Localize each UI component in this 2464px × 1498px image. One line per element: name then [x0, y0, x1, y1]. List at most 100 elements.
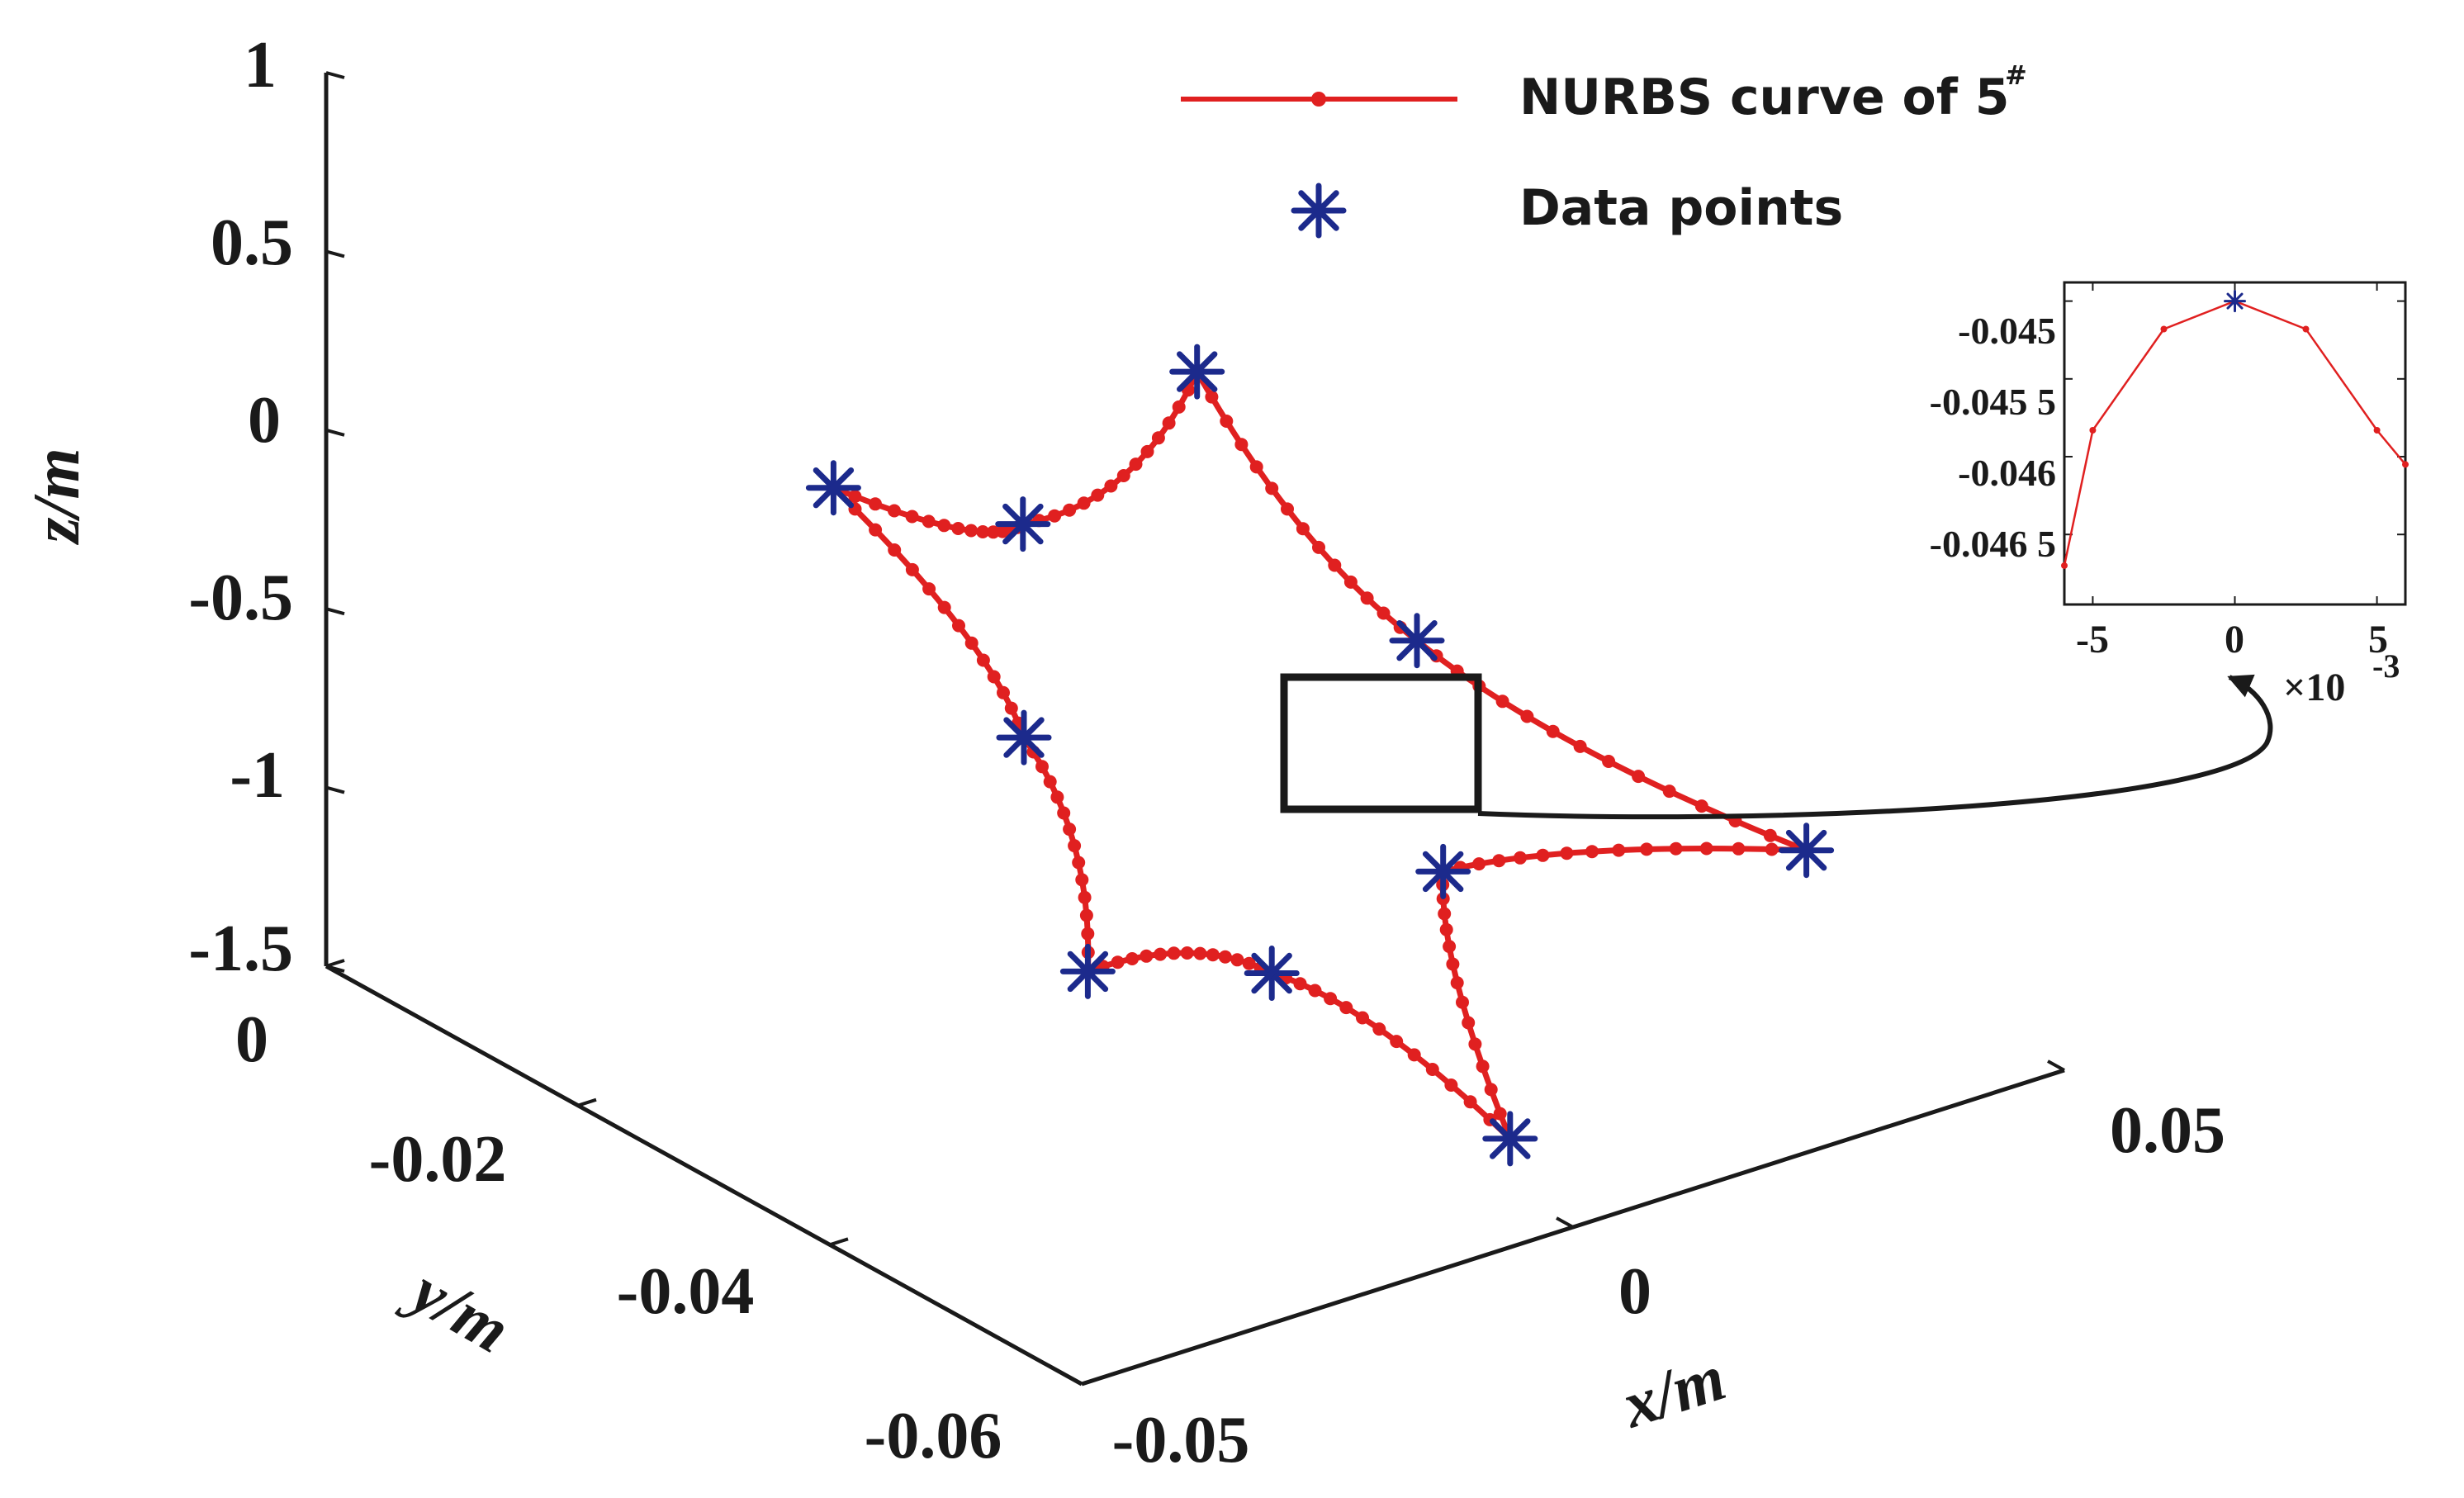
curve-sample-dot [1293, 977, 1307, 991]
curve-sample-dot [1468, 1037, 1482, 1051]
curve-sample-dot [1699, 841, 1713, 856]
inset-x-tick-label: 0 [2225, 618, 2244, 661]
z-tick [325, 965, 345, 973]
curve-sample-dot [1125, 952, 1140, 965]
curve-sample-dot [1050, 790, 1064, 804]
curve-sample-dot [1265, 481, 1279, 495]
curve-sample-dot [869, 497, 882, 511]
curve-sample-dot [1694, 799, 1708, 813]
inset-curve-sample-dot [2373, 427, 2381, 434]
curve-sample-dot [997, 685, 1010, 699]
curve-sample-dot [1308, 984, 1322, 998]
curve-sample-dot [1129, 457, 1143, 472]
curve-sample-dot [1612, 843, 1626, 857]
curve-sample-dot [1057, 806, 1071, 820]
curve-sample-dot [1230, 953, 1244, 967]
curve-sample-dot [1072, 856, 1086, 870]
inset-x-multiplier: ×10 [2283, 666, 2345, 709]
y-tick-labels: 0 -0.02 -0.04 -0.06 [235, 1003, 1002, 1472]
axes-3d [324, 73, 2065, 1387]
inset-y-tick-label: -0.045 5 [1930, 381, 2056, 423]
curve-sample-dot [1140, 949, 1154, 963]
data-point-asterisk [1169, 344, 1225, 400]
curve-sample-dot [1484, 1083, 1498, 1097]
curve-sample-dot [1343, 575, 1358, 589]
curve-sample-dot [1640, 842, 1654, 856]
curve-sample-dot [1450, 976, 1464, 990]
z-tick [325, 71, 345, 79]
curve-sample-dot [964, 636, 978, 650]
curve-sample-dot [888, 504, 901, 518]
curve-sample-dot [1493, 1107, 1507, 1121]
x-axis-title: x/m [1613, 1341, 1734, 1442]
data-points [805, 344, 1835, 1167]
z-tick [325, 249, 345, 258]
x-tick-label: 0 [1618, 1255, 1651, 1328]
data-point-asterisk [1389, 613, 1445, 669]
curve-sample-dot [1091, 488, 1105, 502]
curve-sample-dot [1081, 927, 1095, 941]
curve-sample-dot [1162, 416, 1176, 430]
inset-curve-sample-dot [2160, 325, 2168, 333]
data-point-asterisk [1244, 946, 1300, 1001]
curve-sample-dot [1328, 558, 1342, 572]
curve-sample-dot [1249, 460, 1263, 474]
curve-sample-dot [937, 600, 951, 614]
y-tick-label: -0.04 [617, 1255, 755, 1328]
data-point-asterisk [1415, 843, 1471, 899]
y-tick [1081, 1377, 1101, 1386]
curve-sample-dot [1242, 956, 1256, 970]
inset-frame [2063, 281, 2407, 606]
curve-sample-dot [1281, 502, 1294, 516]
z-tick [325, 607, 345, 616]
curve-sample-dot [937, 519, 951, 533]
curve-sample-dot [1154, 947, 1168, 961]
legend-asterisk [1291, 183, 1347, 239]
curve-sample-dot [1068, 839, 1082, 853]
y-tick [829, 1237, 849, 1247]
curve-sample-dot [905, 510, 919, 524]
curve-sample-dot [1573, 739, 1587, 753]
x-tick [2047, 1060, 2065, 1072]
z-tick-label: 0 [248, 384, 281, 457]
x-tick-labels: -0.05 0 0.05 [1112, 1094, 2225, 1477]
curve-sample-dot [1339, 1001, 1353, 1015]
y-axis-title: y/m [393, 1251, 522, 1368]
curve-sample-dot [888, 543, 902, 557]
curve-sample-dot [1075, 873, 1089, 887]
curve-sample-dot [1004, 701, 1018, 715]
inset-data-point [2224, 290, 2246, 313]
curve-sample-dot [1312, 540, 1325, 554]
x-tick [1556, 1216, 1574, 1229]
curve-sample-dot [905, 562, 919, 576]
curve-sample-dot [1234, 438, 1249, 452]
inset-zoom-plot: -0.045 -0.045 5 -0.046 -0.046 5 -5 0 5 ×… [1930, 281, 2409, 709]
curve-sample-dot [1140, 444, 1154, 458]
data-point-asterisk [1482, 1111, 1538, 1167]
inset-y-tick-label: -0.045 [1958, 310, 2056, 352]
curve-sample-dot [922, 514, 936, 529]
curve-sample-dot [1602, 755, 1616, 768]
inset-data-point-asterisk [2224, 290, 2246, 313]
nurbs-curve [831, 365, 1808, 1141]
y-tick-label: -0.02 [369, 1123, 507, 1196]
data-point-asterisk [1059, 943, 1116, 999]
curve-sample-dot [1377, 606, 1391, 620]
curve-sample-dot [1463, 1095, 1477, 1109]
legend-dot-swatch [1311, 92, 1326, 107]
curve-sample-dot [976, 525, 990, 538]
inset-curve-sample-dot [2089, 427, 2097, 434]
inset-curve-sample-dot [2402, 461, 2409, 468]
legend-label-curve-superscript: # [2005, 59, 2027, 91]
inset-tick-marks [2064, 282, 2405, 604]
curve-sample-dot [1079, 908, 1093, 922]
curve-layer [805, 344, 1835, 1167]
y-tick-label: 0 [235, 1003, 268, 1076]
y-tick [577, 1097, 597, 1107]
y-tick [325, 959, 345, 968]
curve-sample-dot [1560, 846, 1574, 860]
x-tick-label: -0.05 [1112, 1404, 1250, 1477]
inset-x-multiplier-exponent: -3 [2372, 647, 2400, 685]
inset-y-tick-label: -0.046 [1958, 452, 2056, 494]
